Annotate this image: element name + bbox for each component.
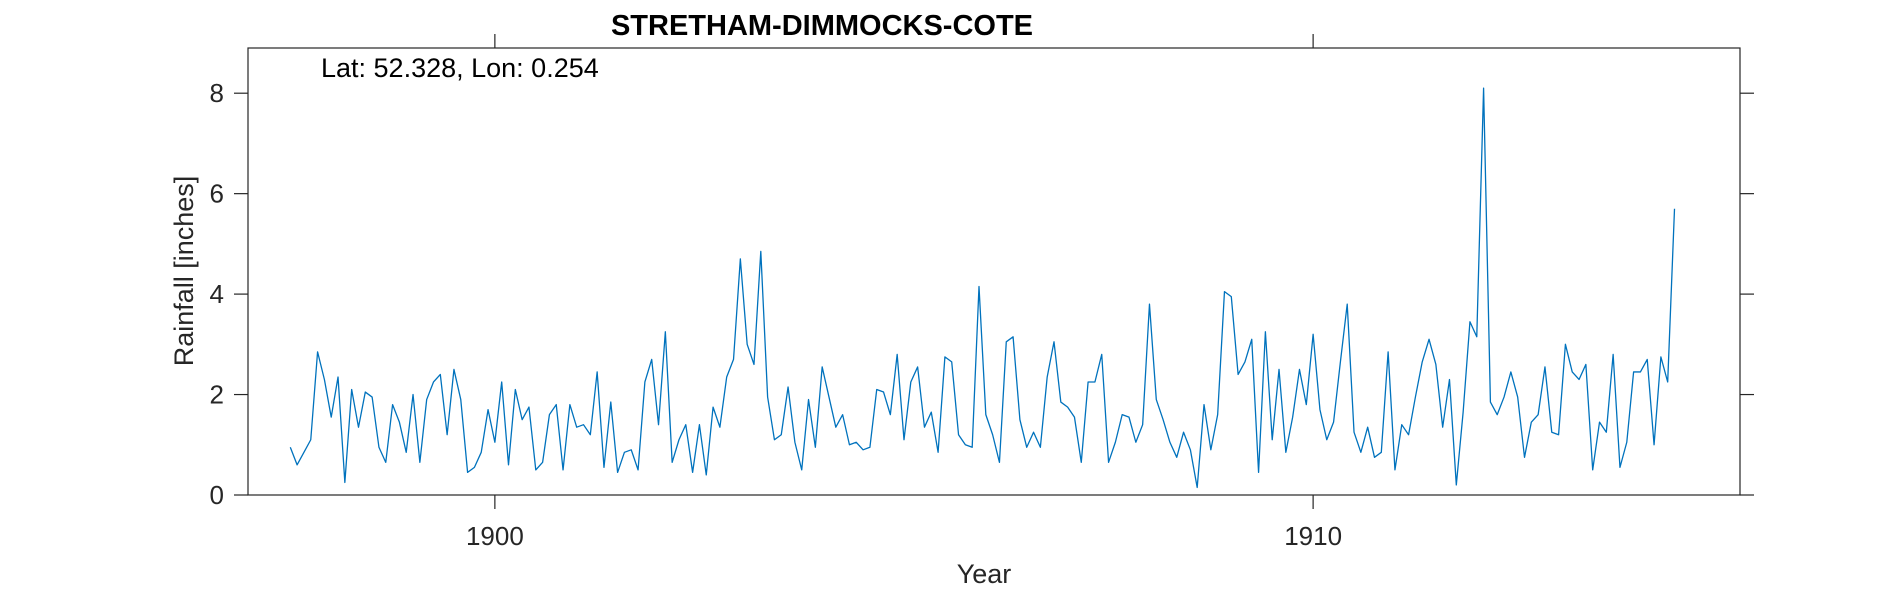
x-tick-label: 1910 xyxy=(1284,521,1342,551)
plot-area-box xyxy=(248,48,1740,495)
y-tick-label: 8 xyxy=(210,78,224,108)
data-series xyxy=(290,88,1674,487)
tick-labels: 0 2 4 6 8 1900 1910 xyxy=(210,78,1343,551)
y-tick-label: 2 xyxy=(210,380,224,410)
rainfall-series-line xyxy=(290,88,1674,487)
y-tick-label: 0 xyxy=(210,480,224,510)
y-axis-label: Rainfall [inches] xyxy=(169,176,199,367)
x-tick-label: 1900 xyxy=(466,521,524,551)
y-tick-label: 6 xyxy=(210,179,224,209)
chart-title: STRETHAM-DIMMOCKS-COTE xyxy=(611,10,1033,42)
location-annotation: Lat: 52.328, Lon: 0.254 xyxy=(321,53,599,83)
x-axis-label: Year xyxy=(957,559,1012,589)
y-tick-label: 4 xyxy=(210,279,224,309)
axes xyxy=(248,48,1740,495)
